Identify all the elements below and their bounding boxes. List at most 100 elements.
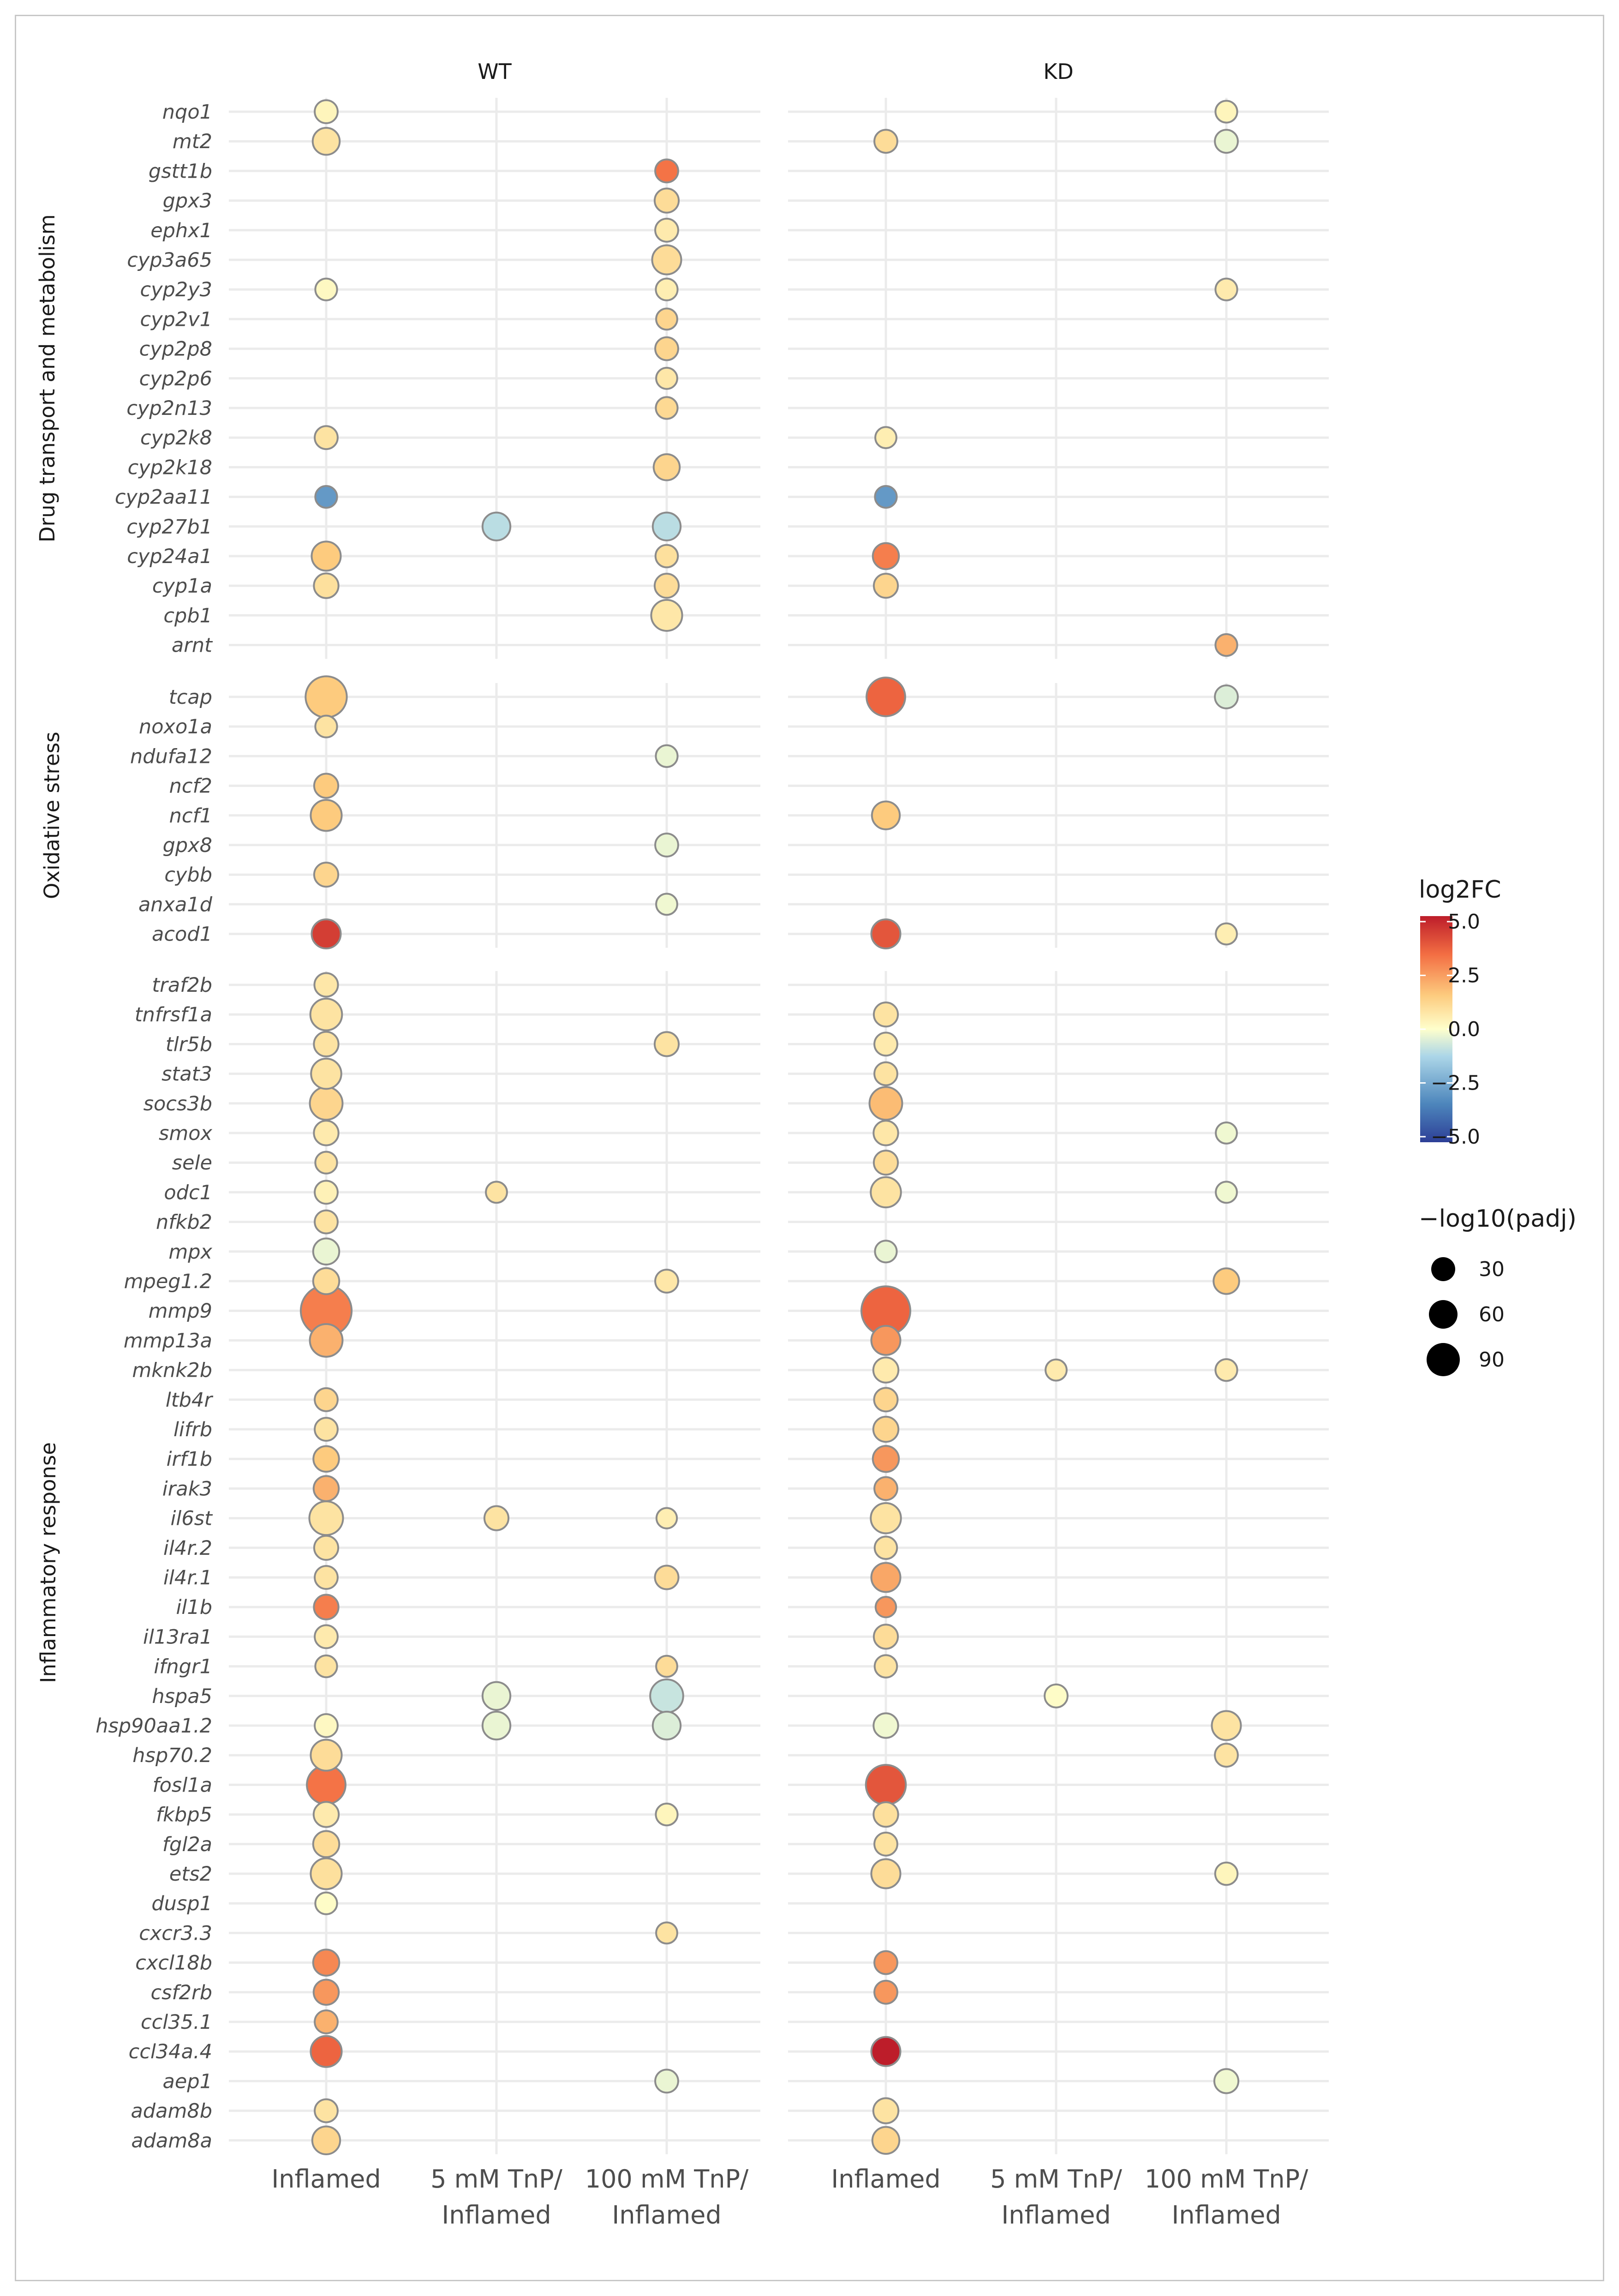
point-kd-1-mknk2b	[1045, 1358, 1068, 1382]
point-kd-0-acod1	[870, 918, 902, 950]
color-legend-tick-5-0: −5.0	[1431, 1125, 1480, 1149]
point-wt-2-cyp3a65	[651, 244, 682, 276]
point-wt-0-hsp70-2	[310, 1738, 343, 1772]
point-wt-2-anxa1d	[655, 893, 678, 916]
size-legend-label-90: 90	[1479, 1348, 1505, 1372]
gene-label-arnt: arnt	[172, 634, 213, 657]
point-wt-0-ncf1	[310, 799, 343, 832]
gene-label-cyp3a65: cyp3a65	[127, 249, 212, 272]
x-tick-wt-inflamed: Inflamed	[271, 2164, 381, 2194]
point-wt-2-cyp2n13	[655, 396, 679, 420]
gene-label-nqo1: nqo1	[162, 101, 212, 124]
point-wt-0-nqo1	[314, 99, 339, 124]
size-legend-label-60: 60	[1479, 1303, 1505, 1326]
point-kd-2-ets2	[1214, 1861, 1239, 1886]
point-wt-0-ltb4r	[314, 1387, 339, 1412]
point-kd-0-il13ra1	[872, 1624, 899, 1650]
size-legend-dot-60	[1429, 1300, 1458, 1329]
gene-label-il4r-2: il4r.2	[163, 1537, 212, 1560]
gene-label-il13ra1: il13ra1	[143, 1625, 212, 1649]
point-kd-2-mt2	[1214, 129, 1239, 154]
gene-label-ets2: ets2	[169, 1863, 212, 1886]
gene-label-adam8b: adam8b	[131, 2100, 212, 2123]
color-legend-tick-2-5: 2.5	[1448, 964, 1480, 988]
color-legend-title: log2FC	[1419, 876, 1501, 904]
gene-label-smox: smox	[159, 1122, 213, 1145]
gene-label-cxcl18b: cxcl18b	[135, 1952, 212, 1975]
point-wt-0-ncf2	[313, 773, 340, 799]
gene-label-il4r-1: il4r.1	[163, 1566, 212, 1589]
point-kd-2-acod1	[1215, 922, 1238, 946]
point-kd-0-ccl34a-4	[870, 2036, 902, 2067]
point-wt-0-cxcl18b	[312, 1948, 341, 1977]
point-wt-0-cyp2aa11	[314, 485, 338, 509]
point-kd-2-arnt	[1214, 633, 1238, 657]
point-kd-0-il4r-2	[873, 1535, 898, 1560]
group-label-drug-transport-and-metabolism: Drug transport and metabolism	[35, 214, 60, 542]
point-kd-0-adam8a	[871, 2126, 901, 2155]
gene-label-fosl1a: fosl1a	[152, 1774, 212, 1797]
gene-label-cyp2p8: cyp2p8	[139, 338, 212, 361]
gene-label-cybb: cybb	[164, 863, 212, 887]
point-wt-0-cyp2k8	[314, 425, 339, 450]
point-kd-0-socs3b	[868, 1086, 903, 1121]
gene-label-tcap: tcap	[169, 686, 212, 709]
point-kd-0-mpx	[874, 1240, 898, 1264]
point-kd-0-tcap	[866, 677, 906, 717]
point-kd-0-fosl1a	[865, 1764, 907, 1806]
size-legend-label-30: 30	[1479, 1258, 1505, 1281]
gene-label-ccl34a-4: ccl34a.4	[129, 2040, 212, 2063]
point-kd-0-ifngr1	[873, 1654, 898, 1679]
x-tick-kd-inflamed: Inflamed	[831, 2164, 940, 2194]
point-wt-2-il4r-1	[654, 1565, 680, 1590]
gene-label-hspa5: hspa5	[152, 1685, 212, 1708]
point-kd-0-ets2	[870, 1858, 902, 1889]
point-kd-2-cyp2y3	[1214, 277, 1238, 301]
point-wt-0-fkbp5	[312, 1801, 340, 1828]
point-wt-0-noxo1a	[314, 714, 338, 738]
point-wt-0-ifngr1	[314, 1655, 338, 1679]
gene-label-ccl35-1: ccl35.1	[141, 2011, 212, 2034]
gene-label-cxcr3-3: cxcr3.3	[139, 1922, 212, 1945]
point-wt-0-ccl35-1	[314, 2009, 339, 2034]
point-wt-2-cyp2p8	[654, 336, 679, 361]
point-wt-2-il6st	[655, 1507, 678, 1529]
point-wt-1-odc1	[485, 1181, 508, 1204]
gene-label-ephx1: ephx1	[150, 219, 212, 242]
gene-label-il1b: il1b	[176, 1596, 212, 1619]
point-kd-0-cxcl18b	[873, 1950, 898, 1975]
point-wt-2-tlr5b	[653, 1031, 680, 1057]
point-wt-0-tnfrsf1a	[309, 997, 343, 1031]
point-wt-0-fgl2a	[312, 1830, 341, 1858]
point-wt-2-cpb1	[650, 599, 683, 632]
gene-label-ndufa12: ndufa12	[130, 745, 212, 768]
point-wt-1-hspa5	[481, 1681, 512, 1711]
gene-label-cyp2p6: cyp2p6	[139, 367, 212, 390]
point-wt-1-il6st	[483, 1505, 510, 1531]
point-wt-0-cybb	[313, 862, 340, 888]
point-wt-0-mt2	[311, 126, 341, 156]
gene-label-acod1: acod1	[152, 923, 212, 946]
point-kd-2-nqo1	[1214, 100, 1238, 124]
point-wt-0-socs3b	[309, 1086, 344, 1121]
gene-label-cyp27b1: cyp27b1	[126, 516, 212, 539]
point-kd-0-tnfrsf1a	[872, 1001, 899, 1028]
gene-label-ncf2: ncf2	[169, 775, 212, 798]
figure-frame	[15, 15, 1604, 2281]
gene-label-dusp1: dusp1	[151, 1892, 212, 1915]
gene-label-mt2: mt2	[173, 130, 212, 153]
point-kd-0-ncf1	[871, 800, 901, 830]
gene-label-hsp70-2: hsp70.2	[132, 1744, 212, 1767]
point-wt-2-gpx3	[653, 187, 680, 214]
point-kd-0-csf2rb	[873, 1979, 898, 2005]
point-wt-0-traf2b	[313, 972, 339, 998]
gene-label-adam8a: adam8a	[131, 2129, 212, 2152]
point-wt-2-gstt1b	[654, 158, 679, 184]
gene-label-stat3: stat3	[161, 1063, 212, 1086]
point-wt-0-il4r-2	[313, 1535, 340, 1561]
gene-label-il6st: il6st	[170, 1507, 213, 1530]
size-legend-title: −log10(padj)	[1419, 1205, 1577, 1233]
gene-label-ifngr1: ifngr1	[154, 1655, 212, 1679]
point-kd-2-smox	[1215, 1121, 1238, 1145]
point-kd-2-hsp70-2	[1214, 1743, 1239, 1768]
